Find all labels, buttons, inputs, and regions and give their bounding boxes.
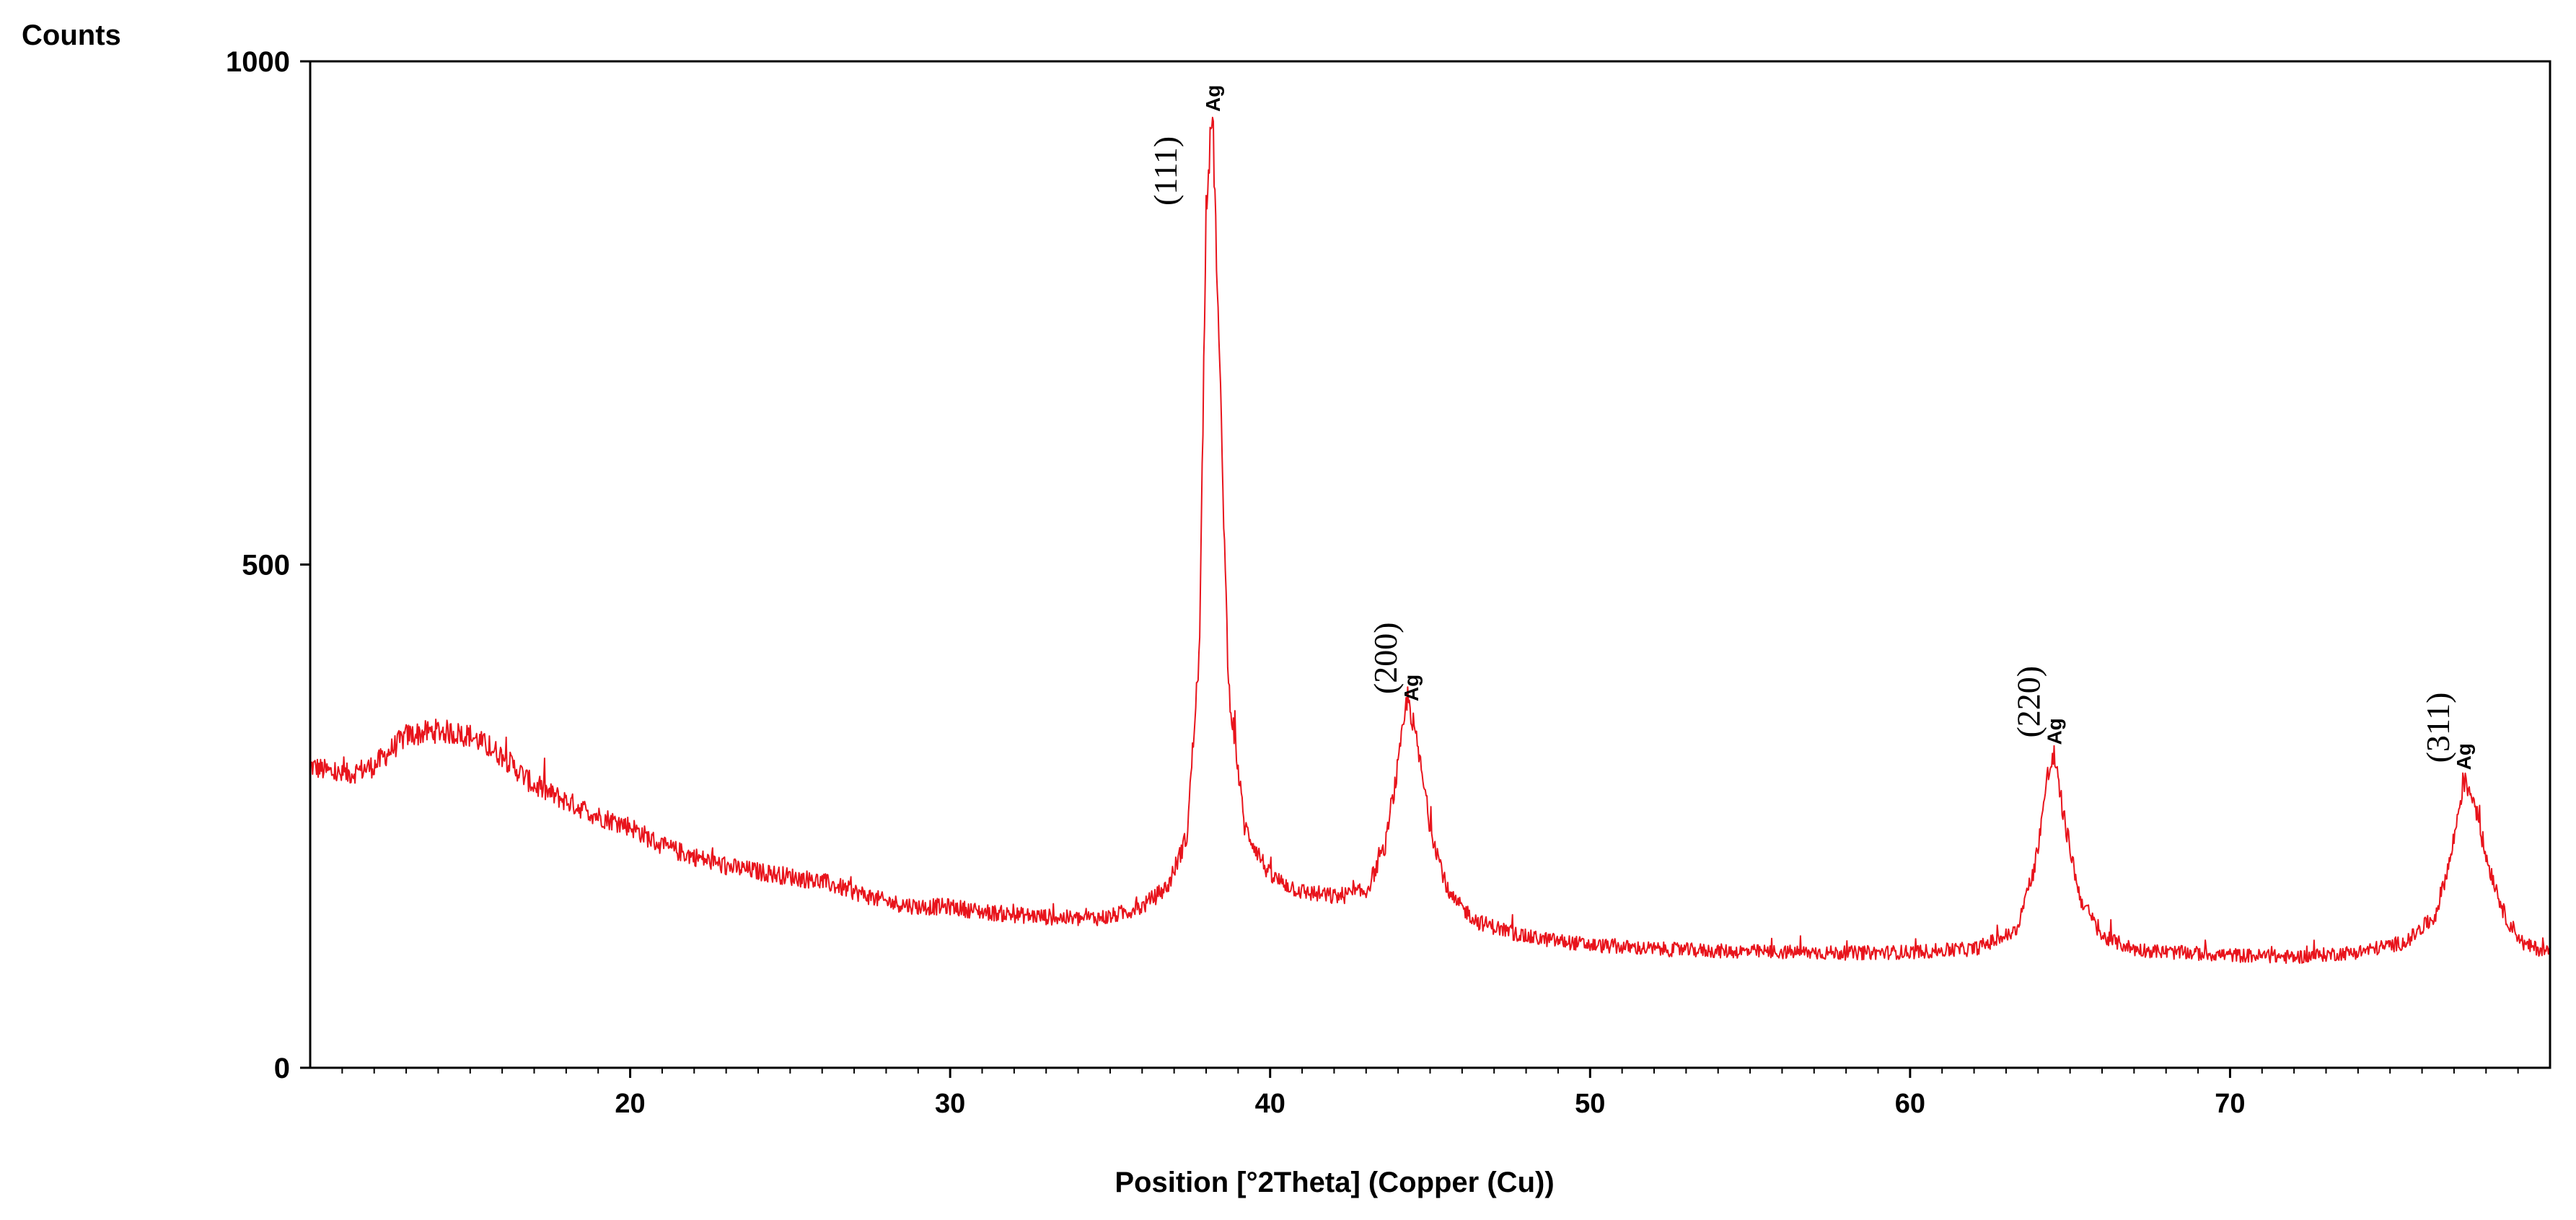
trace-layer: [309, 116, 2551, 965]
x-tick-label: 30: [935, 1089, 965, 1119]
x-axis-label: Position [°2Theta] (Copper (Cu)): [1115, 1167, 1554, 1198]
y-tick-label: 0: [274, 1053, 290, 1084]
miller-index-label: (111): [1147, 136, 1184, 206]
y-tick-label: 1000: [226, 46, 290, 78]
x-tick-label: 40: [1255, 1089, 1285, 1119]
miller-index-label: (220): [2010, 666, 2047, 738]
x-tick-label: 20: [615, 1089, 645, 1119]
annotation-layer: Ag(111)Ag(200)Ag(220)Ag(311): [1147, 85, 2475, 771]
y-axis-label: Counts: [22, 19, 121, 51]
x-tick-label: 60: [1895, 1089, 1925, 1119]
diffraction-trace: [309, 116, 2551, 965]
phase-label-ag: Ag: [2043, 718, 2065, 745]
miller-index-label: (200): [1367, 622, 1404, 694]
phase-label-ag: Ag: [1202, 85, 1224, 112]
x-tick-label: 50: [1575, 1089, 1605, 1119]
plot-frame: [309, 60, 2551, 1069]
tick-layer: 20 30 40 50 60 70 0 500 1000: [226, 46, 2519, 1119]
x-tick-label: 70: [2215, 1089, 2245, 1119]
miller-index-label: (311): [2419, 692, 2456, 763]
phase-label-ag: Ag: [2453, 743, 2475, 770]
y-tick-label: 500: [242, 550, 290, 582]
phase-label-ag: Ag: [1400, 675, 1423, 701]
